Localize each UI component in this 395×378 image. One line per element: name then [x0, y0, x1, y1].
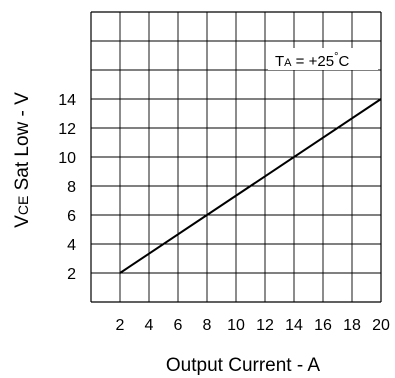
- x-tick-label: 20: [372, 317, 390, 334]
- y-tick-label: 8: [67, 179, 76, 196]
- y-tick-label: 10: [58, 150, 76, 167]
- y-tick-label: 2: [67, 266, 76, 283]
- x-tick-label: 16: [314, 317, 332, 334]
- annotation-text: TA = +25°C: [275, 51, 349, 70]
- x-tick-label: 18: [343, 317, 361, 334]
- x-tick-label: 2: [116, 317, 125, 334]
- y-tick-label: 14: [58, 92, 76, 109]
- y-axis-label: VCE Sat Low - V: [12, 92, 33, 228]
- grid-lines: [90, 11, 382, 303]
- series-line: [119, 98, 382, 274]
- y-tick-label: 4: [67, 237, 76, 254]
- x-tick-label: 4: [145, 317, 154, 334]
- x-tick-label: 8: [203, 317, 212, 334]
- series-group: [119, 98, 382, 274]
- x-tick-labels: 2 4 6 8 10 12 14 16 18 20: [116, 317, 390, 334]
- x-axis-label: Output Current - A: [166, 355, 321, 376]
- x-tick-label: 12: [256, 317, 274, 334]
- x-tick-label: 10: [227, 317, 245, 334]
- y-tick-label: 6: [67, 208, 76, 225]
- x-tick-label: 14: [285, 317, 303, 334]
- y-tick-label: 12: [58, 121, 76, 138]
- annotation-box: TA = +25°C: [268, 48, 378, 70]
- x-tick-label: 6: [174, 317, 183, 334]
- y-tick-labels: 2 4 6 8 10 12 14: [58, 92, 76, 283]
